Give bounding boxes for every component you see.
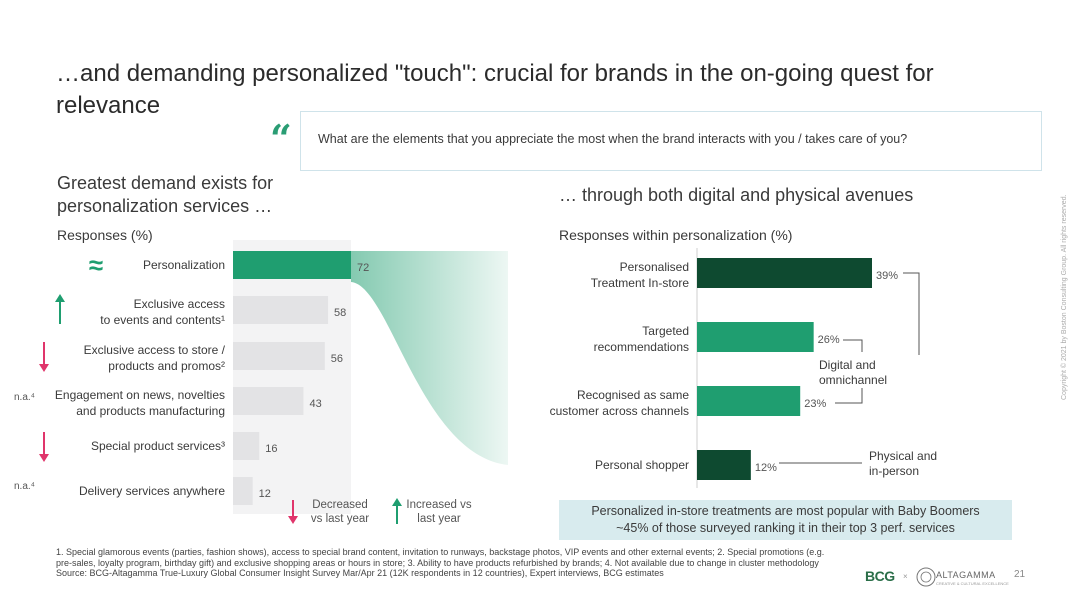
right-bar-value: 26% <box>818 334 840 346</box>
bracket-digital <box>903 272 920 355</box>
left-category-label: and products manufacturing <box>76 404 225 418</box>
page-number: 21 <box>1014 569 1026 580</box>
bracket-digital-bottom <box>835 388 863 404</box>
bracket-digital-top <box>843 339 863 352</box>
left-category-label: Exclusive access <box>134 297 225 311</box>
legend-down-arrow-icon <box>288 500 298 524</box>
callout-line1: Personalized in-store treatments are mos… <box>591 504 980 518</box>
left-bar-value: 16 <box>265 443 277 455</box>
right-bar-value: 23% <box>804 398 826 410</box>
callout-line2: ~45% of those surveyed ranking it in the… <box>616 521 955 535</box>
left-category-label: Personalization <box>143 258 225 272</box>
right-responses-label: Responses within personalization (%) <box>559 227 793 243</box>
na-note: n.a.⁴ <box>14 392 35 403</box>
group-digital-line2: omnichannel <box>819 373 887 387</box>
right-category-label: recommendations <box>594 340 689 354</box>
left-bar <box>233 296 329 324</box>
right-category-label: Recognised as same <box>577 388 689 402</box>
legend-decreased-line1: Decreased <box>312 499 368 511</box>
page-title: …and demanding personalized "touch": cru… <box>56 60 934 119</box>
legend-increased-line2: last year <box>417 513 461 525</box>
right-category-label: Treatment In-store <box>591 276 690 290</box>
right-section-title: … through both digital and physical aven… <box>559 185 914 205</box>
left-title-line2: personalization services … <box>57 196 273 216</box>
left-bar <box>233 477 253 505</box>
callout-box: Personalized in-store treatments are mos… <box>559 500 1012 540</box>
quote-mark-icon: “ <box>270 116 292 161</box>
left-bar <box>233 387 304 415</box>
group-physical-line2: in-person <box>869 464 919 478</box>
right-category-label: Personalised <box>620 260 689 274</box>
altagamma-logo-subtitle: CREATIVE & CULTURAL EXCELLENCE <box>936 581 1009 586</box>
right-bars-group: 39% Personalised Treatment In-store 26% Targ… <box>550 248 898 488</box>
footnotes: 1. Special glamorous events (parties, fa… <box>56 547 956 579</box>
altagamma-logo-text: ALTAGAMMA <box>936 570 996 580</box>
legend-increased-line1: Increased vs <box>406 499 471 511</box>
left-chart-background <box>233 240 351 514</box>
legend-decreased-line2: vs last year <box>311 513 369 525</box>
left-category-label: products and promos² <box>108 359 225 373</box>
left-bar-value: 58 <box>334 307 346 319</box>
left-category-label: Engagement on news, novelties <box>55 388 225 402</box>
question-text: What are the elements that you appreciat… <box>318 132 908 146</box>
copyright-notice: Copyright © 2021 by Boston Consulting Gr… <box>1061 194 1068 400</box>
left-category-label: Exclusive access to store / <box>84 343 226 357</box>
left-bar <box>233 251 351 279</box>
footnote-line1: 1. Special glamorous events (parties, fa… <box>56 547 825 557</box>
left-responses-label: Responses (%) <box>57 227 153 243</box>
left-bar <box>233 342 325 370</box>
question-box <box>300 111 1042 171</box>
right-category-label: Targeted <box>642 324 689 338</box>
left-category-label: to events and contents¹ <box>100 313 225 327</box>
logo-separator: × <box>903 572 908 581</box>
right-bar <box>697 386 801 416</box>
left-bar-value: 12 <box>259 488 271 500</box>
trend-up-arrow-icon <box>55 294 65 324</box>
trend-legend: Decreased vs last year Increased vs last… <box>288 498 472 525</box>
group-brackets: Digital and omnichannel Physical and in-… <box>779 272 937 478</box>
bcg-logo: BCG <box>865 568 895 584</box>
approx-equal-icon: ≈ <box>89 250 103 280</box>
right-category-label: customer across channels <box>550 404 689 418</box>
left-bars-group: 72 Personalization ≈58 Exclusive access to e… <box>14 250 369 505</box>
right-bar-value: 12% <box>755 462 777 474</box>
right-bar-value: 39% <box>876 270 898 282</box>
trend-down-arrow-icon <box>39 432 49 462</box>
altagamma-logo-icon <box>916 567 936 587</box>
legend-up-arrow-icon <box>392 498 402 524</box>
footnote-source: Source: BCG-Altagamma True-Luxury Global… <box>56 568 664 578</box>
left-section-title: Greatest demand exists for personalizati… <box>57 172 273 218</box>
left-bar-value: 72 <box>357 262 369 274</box>
na-note: n.a.⁴ <box>14 481 35 492</box>
left-bar-value: 43 <box>309 398 321 410</box>
left-category-label: Special product services³ <box>91 439 225 453</box>
left-title-line1: Greatest demand exists for <box>57 173 274 193</box>
right-bar <box>697 450 751 480</box>
right-bar <box>697 322 814 352</box>
trend-down-arrow-icon <box>39 342 49 372</box>
right-category-label: Personal shopper <box>595 458 689 472</box>
left-bar <box>233 432 260 460</box>
funnel-highlight <box>351 251 508 465</box>
group-physical-line1: Physical and <box>869 449 937 463</box>
right-bar <box>697 258 872 288</box>
group-digital-line1: Digital and <box>819 358 876 372</box>
left-bar-value: 56 <box>331 353 343 365</box>
left-category-label: Delivery services anywhere <box>79 484 225 498</box>
footnote-line2: pre-sales, loyalty program, birthday gif… <box>56 557 819 568</box>
